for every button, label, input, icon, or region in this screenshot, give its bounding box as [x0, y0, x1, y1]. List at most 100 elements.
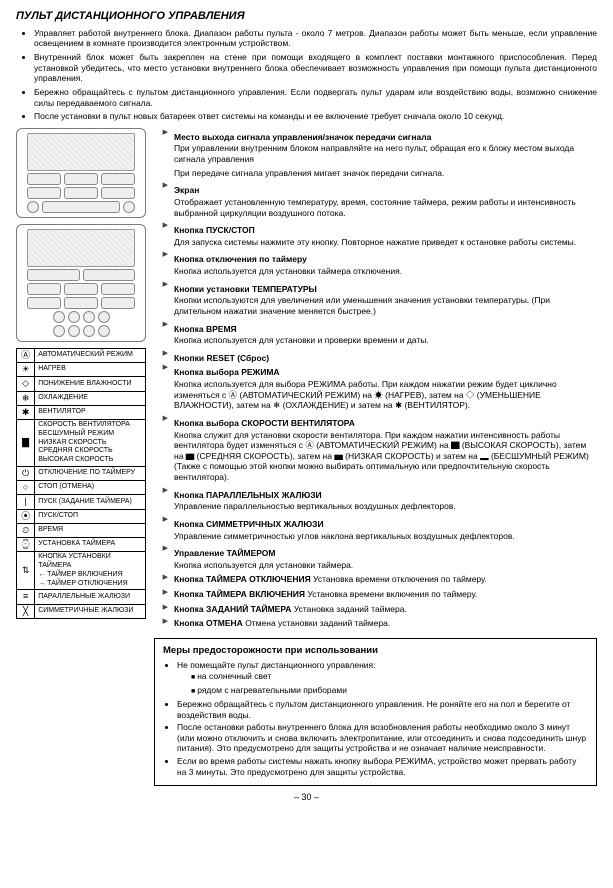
legend-label: ВРЕМЯ	[35, 523, 146, 537]
section-text: Кнопка используется для установки и пров…	[174, 335, 597, 346]
section-heading: Кнопка СИММЕТРИЧНЫХ ЖАЛЮЗИ	[174, 519, 597, 530]
legend-label: СКОРОСТЬ ВЕНТИЛЯТОРА БЕСШУМНЫЙ РЕЖИМ НИЗ…	[35, 420, 146, 467]
section-heading: Кнопка ВРЕМЯ	[174, 324, 597, 335]
legend-label: УСТАНОВКА ТАЙМЕРА	[35, 538, 146, 552]
section-text: Управление симметричностью углов наклона…	[174, 531, 597, 542]
legend-label: ПУСК/СТОП	[35, 509, 146, 523]
legend-icon: Ⓐ	[17, 348, 35, 362]
pointer-icon: ▶	[154, 363, 168, 371]
legend-row: ⌚УСТАНОВКА ТАЙМЕРА	[17, 538, 146, 552]
legend-icon: ✱	[17, 405, 35, 419]
section-text: Кнопка используется для установки таймер…	[174, 266, 597, 277]
precaution-subitem: рядом с нагревательными приборами	[191, 685, 588, 697]
pointer-icon: ▶	[154, 280, 168, 288]
section-text: Кнопка служит для установки скорости вен…	[174, 430, 597, 483]
section-heading: Управление ТАЙМЕРОМ	[174, 548, 597, 559]
intro-bullet: После установки в пульт новых батареек о…	[34, 111, 597, 122]
intro-bullet: Внутренний блок может быть закреплен на …	[34, 52, 597, 84]
section-text: При управлении внутренним блоком направл…	[174, 143, 597, 164]
pointer-icon: ▶	[154, 128, 168, 136]
legend-icon: ❄	[17, 391, 35, 405]
remote-screen	[27, 229, 135, 267]
precaution-item: Не помещайте пульт дистанционного управл…	[177, 660, 588, 697]
pointer-icon: ▶	[154, 573, 168, 581]
precaution-subitem: на солнечный свет	[191, 671, 588, 683]
legend-icon: ☀	[17, 363, 35, 377]
section-text: Кнопка используется для выбора РЕЖИМА ра…	[174, 379, 597, 411]
legend-row: ⏲ВРЕМЯ	[17, 523, 146, 537]
remote-illustration-top	[16, 128, 146, 218]
legend-row: ❄ОХЛАЖДЕНИЕ	[17, 391, 146, 405]
legend-row: ≡ПАРАЛЛЕЛЬНЫЕ ЖАЛЮЗИ	[17, 590, 146, 604]
section-heading-inline: Кнопка ТАЙМЕРА ВКЛЮЧЕНИЯ	[174, 589, 305, 599]
pointer-icon: ▶	[154, 221, 168, 229]
pointer-icon: ▶	[154, 617, 168, 625]
section-text: При передаче сигнала управления мигает з…	[174, 168, 597, 179]
legend-icon: |	[17, 495, 35, 509]
pointer-icon: ▶	[154, 414, 168, 422]
legend-row: ✱ВЕНТИЛЯТОР	[17, 405, 146, 419]
legend-label: ВЕНТИЛЯТОР	[35, 405, 146, 419]
legend-label: НАГРЕВ	[35, 363, 146, 377]
legend-label: ПОНИЖЕНИЕ ВЛАЖНОСТИ	[35, 377, 146, 391]
legend-icon: ◇	[17, 377, 35, 391]
remote-illustration-bottom	[16, 224, 146, 342]
intro-list: Управляет работой внутреннего блока. Диа…	[16, 28, 597, 122]
legend-row: ◇ПОНИЖЕНИЕ ВЛАЖНОСТИ	[17, 377, 146, 391]
precautions-title: Меры предосторожности при использовании	[163, 645, 588, 657]
legend-row: ☀НАГРЕВ	[17, 363, 146, 377]
legend-row: ╳СИММЕТРИЧНЫЕ ЖАЛЮЗИ	[17, 604, 146, 618]
pointer-icon: ▶	[154, 349, 168, 357]
section-heading: Место выхода сигнала управления/значок п…	[174, 132, 597, 143]
legend-label: ПУСК (ЗАДАНИЕ ТАЙМЕРА)	[35, 495, 146, 509]
legend-icon: ⦿	[17, 509, 35, 523]
legend-icon: ⏻	[17, 466, 35, 480]
legend-icon: ⇅	[17, 552, 35, 590]
pointer-icon: ▶	[154, 250, 168, 258]
legend-row: ⇅КНОПКА УСТАНОВКИ ТАЙМЕРА ← ТАЙМЕР ВКЛЮЧ…	[17, 552, 146, 590]
section-heading: Экран	[174, 185, 597, 196]
section-heading: Кнопка выбора СКОРОСТИ ВЕНТИЛЯТОРА	[174, 418, 597, 429]
legend-row: ⦿ПУСК/СТОП	[17, 509, 146, 523]
section-heading: Кнопка ПАРАЛЛЕЛЬНЫХ ЖАЛЮЗИ	[174, 490, 597, 501]
section-text: Кнопки используются для увеличения или у…	[174, 295, 597, 316]
section-heading: Кнопки установки ТЕМПЕРАТУРЫ	[174, 284, 597, 295]
section-heading: Кнопка отключения по таймеру	[174, 254, 597, 265]
pointer-icon: ▶	[154, 603, 168, 611]
pointer-icon: ▶	[154, 320, 168, 328]
pointer-icon: ▶	[154, 588, 168, 596]
intro-bullet: Бережно обращайтесь с пультом дистанцион…	[34, 87, 597, 108]
legend-label: ПАРАЛЛЕЛЬНЫЕ ЖАЛЮЗИ	[35, 590, 146, 604]
precautions-box: Меры предосторожности при использовании Н…	[154, 638, 597, 786]
section-text: Для запуска системы нажмите эту кнопку. …	[174, 237, 597, 248]
section-text: Отмена установки заданий таймера.	[243, 618, 390, 628]
precaution-item: Если во время работы системы нажать кноп…	[177, 756, 588, 777]
legend-icon: ╳	[17, 604, 35, 618]
legend-icon: ⏲	[17, 523, 35, 537]
section-text: Кнопка используется для установки таймер…	[174, 560, 597, 571]
section-heading-inline: Кнопка ТАЙМЕРА ОТКЛЮЧЕНИЯ	[174, 574, 311, 584]
pointer-icon: ▶	[154, 181, 168, 189]
legend-icon: ▇	[17, 420, 35, 467]
remote-screen	[27, 133, 135, 171]
legend-icon: ○	[17, 481, 35, 495]
legend-row: ⒶАВТОМАТИЧЕСКИЙ РЕЖИМ	[17, 348, 146, 362]
legend-label: СТОП (ОТМЕНА)	[35, 481, 146, 495]
pointer-icon: ▶	[154, 544, 168, 552]
intro-bullet: Управляет работой внутреннего блока. Диа…	[34, 28, 597, 49]
section-text: Установка времени отключения по таймеру.	[311, 574, 487, 584]
legend-row: ○СТОП (ОТМЕНА)	[17, 481, 146, 495]
legend-icon: ≡	[17, 590, 35, 604]
descriptions-column: ▶ Место выхода сигнала управления/значок …	[154, 128, 597, 787]
legend-label: СИММЕТРИЧНЫЕ ЖАЛЮЗИ	[35, 604, 146, 618]
precaution-item: После остановки работы внутреннего блока…	[177, 722, 588, 754]
legend-label: ОТКЛЮЧЕНИЕ ПО ТАЙМЕРУ	[35, 466, 146, 480]
legend-row: ▇СКОРОСТЬ ВЕНТИЛЯТОРА БЕСШУМНЫЙ РЕЖИМ НИ…	[17, 420, 146, 467]
legend-row: ⏻ОТКЛЮЧЕНИЕ ПО ТАЙМЕРУ	[17, 466, 146, 480]
precaution-item: Бережно обращайтесь с пультом дистанцион…	[177, 699, 588, 720]
section-heading: Кнопка выбора РЕЖИМА	[174, 367, 597, 378]
legend-label: АВТОМАТИЧЕСКИЙ РЕЖИМ	[35, 348, 146, 362]
pointer-icon: ▶	[154, 486, 168, 494]
section-text: Установка времени включения по таймеру.	[305, 589, 477, 599]
section-text: Установка заданий таймера.	[291, 604, 406, 614]
